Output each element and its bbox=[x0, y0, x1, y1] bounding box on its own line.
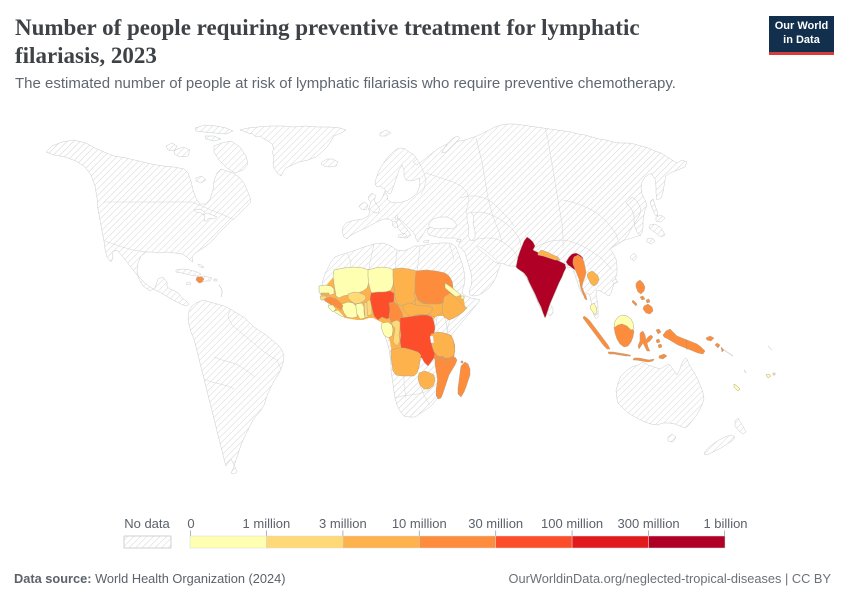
svg-text:1 billion: 1 billion bbox=[703, 516, 747, 531]
svg-text:10 million: 10 million bbox=[392, 516, 447, 531]
svg-text:0: 0 bbox=[187, 516, 194, 531]
svg-text:1 million: 1 million bbox=[243, 516, 291, 531]
svg-text:100 million: 100 million bbox=[541, 516, 603, 531]
svg-text:300 million: 300 million bbox=[618, 516, 680, 531]
svg-text:30 million: 30 million bbox=[468, 516, 523, 531]
svg-text:No data: No data bbox=[124, 516, 170, 531]
svg-text:3 million: 3 million bbox=[319, 516, 367, 531]
